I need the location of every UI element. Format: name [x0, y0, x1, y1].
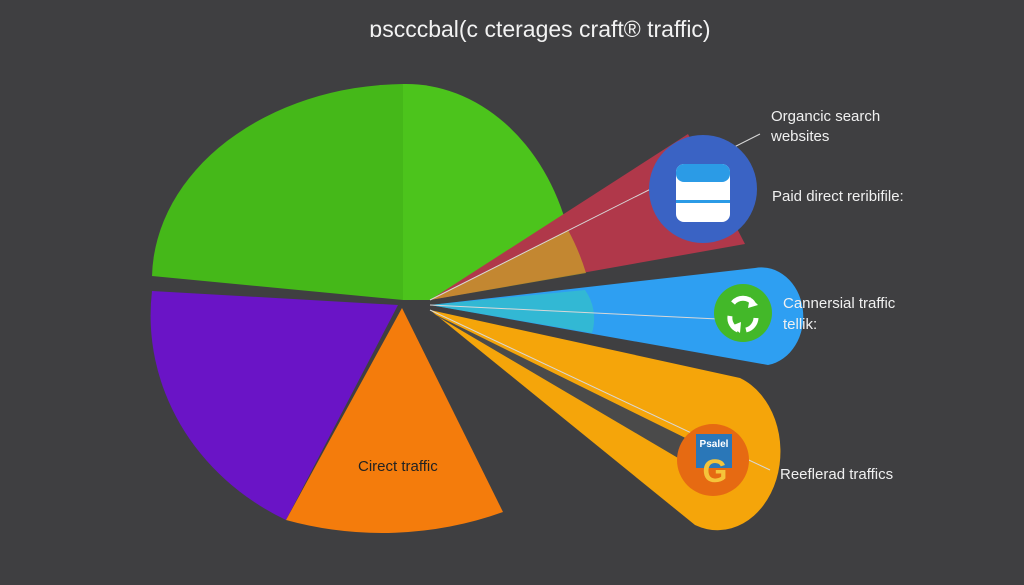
label-referral: Reeflerad traffics — [780, 466, 893, 483]
badge-text: Psalel — [700, 439, 729, 450]
slice-referral-dark — [430, 312, 720, 478]
label-organic-line2: websites — [770, 128, 829, 145]
label-commercial-line1: Cannersial traffic — [783, 295, 896, 312]
label-paid: Paid direct reribifile: — [772, 188, 904, 205]
leader-line-commercial — [429, 304, 719, 320]
slice-other — [150, 291, 398, 520]
chart-title: ɒscccbal(c cterages craft® traffic) — [369, 16, 710, 42]
slice-overlap-glow — [430, 230, 586, 300]
slice-overlap-cyan — [430, 290, 595, 333]
slice-direct — [286, 308, 503, 533]
browser-window-icon — [649, 135, 757, 243]
label-commercial-line2: tellik: — [783, 316, 817, 333]
badge-g-letter: G — [703, 453, 728, 489]
slice-commercial — [430, 267, 804, 365]
recycle-icon — [714, 284, 772, 342]
g-badge-icon: Psalel G — [677, 424, 749, 496]
label-direct: Cirect traffic — [358, 458, 438, 475]
label-organic-line1: Organcic search — [771, 108, 880, 125]
slice-organic-left — [152, 84, 403, 300]
